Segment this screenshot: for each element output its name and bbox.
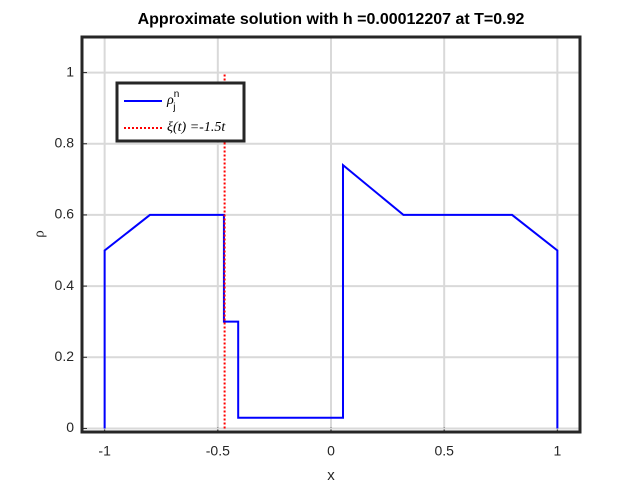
legend-label-sub: j	[172, 102, 175, 113]
legend-label-sup: n	[174, 89, 180, 100]
legend-label-main: ξ(t) =-1.5t	[167, 120, 226, 135]
legend-label-main: ρ	[166, 93, 174, 108]
legend-label: ρn j	[166, 89, 179, 113]
legend-box	[115, 81, 246, 143]
legend: ρn j ξ(t) =-1.5t	[115, 81, 246, 143]
y-tick-label: 0.2	[55, 348, 75, 364]
data-line	[103, 162, 559, 429]
chart-title: Approximate solution with h =0.00012207 …	[138, 11, 525, 28]
y-tick-label: 0	[66, 419, 74, 435]
x-tick-label: -0.5	[206, 443, 230, 459]
x-tick-label: -1	[98, 443, 111, 459]
y-tick-label: 0.6	[55, 206, 75, 222]
y-axis-label: ρ	[31, 230, 47, 238]
axes-box	[80, 35, 582, 434]
x-axis-label: x	[327, 467, 335, 484]
y-tick-label: 0.8	[55, 134, 75, 150]
x-tick-label: 0.5	[434, 443, 454, 459]
y-tick-label: 1	[66, 63, 74, 79]
y-tick-label: 0.4	[55, 277, 75, 293]
x-tick-label: 1	[553, 443, 561, 459]
x-tick-label: 0	[327, 443, 335, 459]
legend-label: ξ(t) =-1.5t	[167, 120, 226, 135]
